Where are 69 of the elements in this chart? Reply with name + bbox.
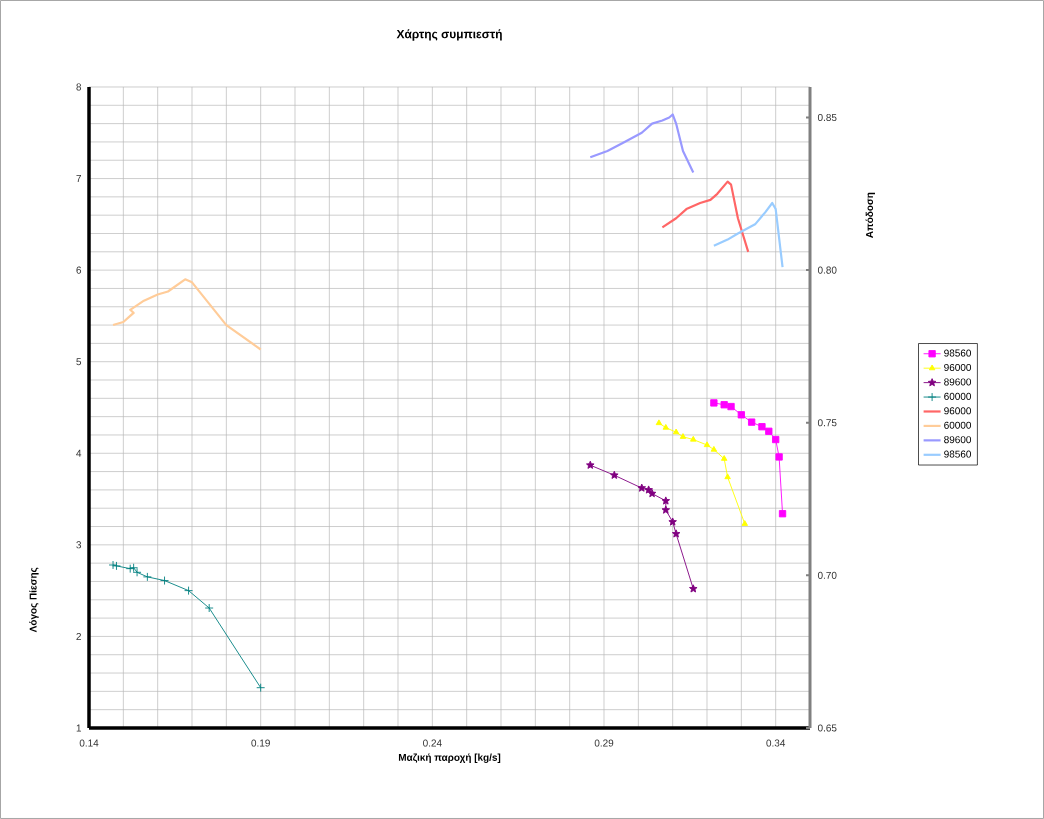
legend-label: 98560 <box>944 450 972 458</box>
point <box>672 428 680 435</box>
y2-tick-label: 0.70 <box>817 571 837 579</box>
y-tick-label: 1 <box>76 724 82 732</box>
legend-label: 98560 <box>944 349 972 357</box>
point <box>765 427 773 435</box>
point <box>661 496 671 505</box>
point <box>160 576 169 585</box>
point <box>690 435 697 442</box>
x-tick-label: 0.14 <box>79 739 99 747</box>
legend-label: 89600 <box>944 378 972 386</box>
point <box>737 411 745 419</box>
x-tick-label: 0.24 <box>423 739 442 747</box>
point <box>703 441 711 448</box>
point <box>710 399 718 407</box>
point <box>772 435 780 444</box>
point <box>679 433 687 439</box>
line-series <box>589 113 695 174</box>
y2-tick-label: 0.75 <box>817 419 837 427</box>
x-axis-title: Μαζική παροχή [kg/s] <box>398 753 501 763</box>
point <box>720 455 728 461</box>
point <box>727 402 735 411</box>
point <box>142 572 152 582</box>
point <box>720 401 728 409</box>
y-tick-label: 7 <box>76 175 81 182</box>
legend-label: 60000 <box>944 392 972 400</box>
y-axis-title: Λόγος Πίεσης <box>29 567 39 633</box>
y-tick-label: 5 <box>76 358 82 366</box>
legend-label: 96000 <box>944 407 972 415</box>
point <box>775 453 783 461</box>
y-tick-label: 6 <box>76 266 82 274</box>
point <box>689 584 698 593</box>
legend-label: 89600 <box>944 436 972 444</box>
point <box>256 683 266 693</box>
point <box>662 423 670 430</box>
point <box>710 445 718 452</box>
point <box>204 603 214 613</box>
point <box>778 510 787 518</box>
point <box>129 563 139 573</box>
point <box>637 483 647 492</box>
legend-label: 96000 <box>944 363 972 372</box>
y-tick-label: 4 <box>76 449 82 457</box>
point <box>741 520 748 526</box>
line-series <box>712 201 784 269</box>
line-series <box>111 278 262 351</box>
point <box>647 489 657 498</box>
y-tick-label: 8 <box>76 83 82 91</box>
point <box>661 505 671 514</box>
point <box>586 460 595 469</box>
point <box>655 419 663 426</box>
x-tick-label: 0.19 <box>251 739 270 747</box>
y2-tick-label: 0.85 <box>817 113 837 122</box>
y2-tick-label: 0.80 <box>817 266 837 274</box>
chart-title: Χάρτης συμπιεστή <box>396 29 502 41</box>
point <box>724 473 731 480</box>
point <box>748 418 756 426</box>
point <box>184 586 194 596</box>
y-tick-label: 2 <box>76 632 81 640</box>
point <box>671 529 681 538</box>
legend-label: 60000 <box>944 421 972 429</box>
point <box>610 470 619 479</box>
y2-axis-title: Απόδοση <box>865 192 875 238</box>
x-tick-label: 0.29 <box>594 739 614 747</box>
y-tick-label: 3 <box>76 541 82 549</box>
x-tick-label: 0.34 <box>766 739 786 747</box>
line-series <box>661 180 750 253</box>
point <box>758 423 766 431</box>
point <box>668 517 677 526</box>
y2-tick-label: 0.65 <box>817 724 837 732</box>
